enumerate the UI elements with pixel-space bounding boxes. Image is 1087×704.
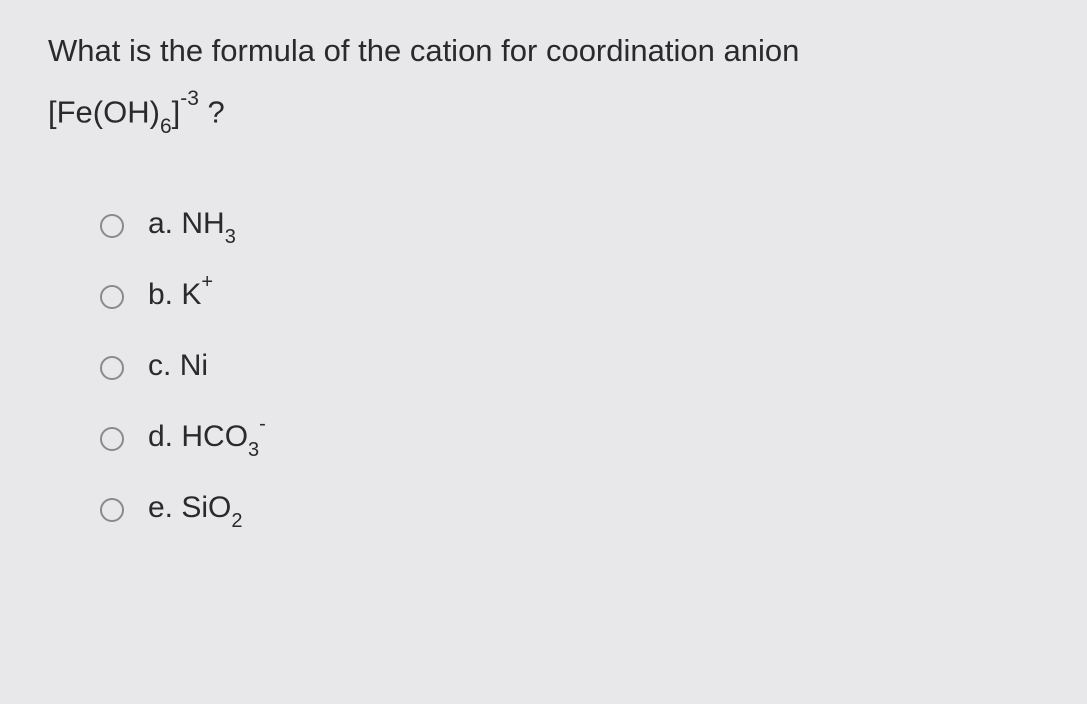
- option-b[interactable]: b. K+: [100, 276, 1039, 317]
- formula-prefix: [Fe(OH): [48, 94, 160, 129]
- option-e[interactable]: e. SiO2: [100, 489, 1039, 530]
- option-d-sup: -: [259, 413, 266, 435]
- question-formula: [Fe(OH)6]-3 ?: [48, 93, 1039, 136]
- formula-sub: 6: [160, 115, 172, 138]
- option-a[interactable]: a. NH3: [100, 205, 1039, 246]
- options-list: a. NH3 b. K+ c. Ni d. HCO3-: [48, 205, 1039, 530]
- option-d[interactable]: d. HCO3-: [100, 418, 1039, 459]
- option-d-label: d. HCO3-: [148, 418, 266, 459]
- option-e-sub: 2: [231, 510, 242, 532]
- option-b-text: K: [181, 278, 201, 311]
- option-c-label: c. Ni: [148, 347, 208, 388]
- radio-c[interactable]: [100, 356, 124, 380]
- radio-d[interactable]: [100, 427, 124, 451]
- formula-close: ]: [172, 94, 181, 129]
- option-e-text: SiO: [181, 491, 231, 524]
- quiz-container: What is the formula of the cation for co…: [0, 0, 1087, 530]
- formula-suffix: ?: [199, 94, 225, 129]
- option-a-text: NH: [181, 207, 224, 240]
- option-a-label: a. NH3: [148, 205, 236, 246]
- option-c[interactable]: c. Ni: [100, 347, 1039, 388]
- option-b-sup: +: [201, 271, 213, 293]
- formula-sup: -3: [180, 87, 199, 110]
- option-c-letter: c.: [148, 349, 171, 382]
- option-d-text: HCO: [181, 420, 248, 453]
- radio-b[interactable]: [100, 285, 124, 309]
- option-d-letter: d.: [148, 420, 173, 453]
- option-b-label: b. K+: [148, 276, 213, 317]
- option-b-letter: b.: [148, 278, 173, 311]
- radio-a[interactable]: [100, 214, 124, 238]
- option-a-letter: a.: [148, 207, 173, 240]
- option-a-sub: 3: [225, 226, 236, 248]
- option-d-sub: 3: [248, 439, 259, 461]
- option-e-label: e. SiO2: [148, 489, 243, 530]
- option-c-text: Ni: [180, 349, 208, 382]
- option-e-letter: e.: [148, 491, 173, 524]
- question-line-1: What is the formula of the cation for co…: [48, 28, 1039, 75]
- radio-e[interactable]: [100, 498, 124, 522]
